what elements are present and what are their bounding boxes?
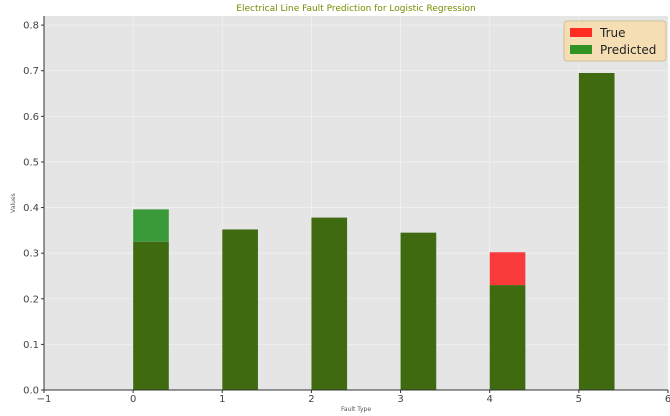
axes: −1 0 1 2 3 4 5 6 0.0 0.1 0.2 0.3 0.4 0.5 0.6 0.7 0.8 <box>23 16 670 405</box>
legend-label-predicted: Predicted <box>600 43 656 57</box>
bar-overlap-3 <box>400 232 437 390</box>
bar-overlap-4 <box>489 285 526 390</box>
bar-overlap-0 <box>133 241 169 390</box>
bar-overlap-2 <box>311 217 348 390</box>
legend-label-true: True <box>599 26 626 40</box>
y-tick-label: 0.8 <box>23 21 39 32</box>
bar-overlap-5 <box>578 73 615 390</box>
y-tick-label: 0.5 <box>23 157 39 168</box>
legend: True Predicted <box>563 20 667 62</box>
y-tick-label: 0.7 <box>23 66 39 77</box>
y-tick-label: 0.3 <box>23 249 39 260</box>
x-tick-label: 2 <box>308 394 314 405</box>
y-tick-label: 0.2 <box>23 294 39 305</box>
bars-group <box>133 73 615 390</box>
y-tick-label: 0.0 <box>23 386 39 397</box>
x-tick-label: 4 <box>487 394 493 405</box>
x-tick-label: 1 <box>219 394 225 405</box>
bar-true-4 <box>489 252 526 286</box>
bar-predicted-0 <box>133 209 169 242</box>
y-tick-label: 0.4 <box>23 203 39 214</box>
legend-swatch-true <box>570 28 592 37</box>
bar-overlap-1 <box>222 229 258 390</box>
legend-swatch-predicted <box>570 45 592 54</box>
x-tick-label: 3 <box>397 394 403 405</box>
x-tick-label: 0 <box>130 394 136 405</box>
x-tick-label: 5 <box>576 394 582 405</box>
y-axis-label: Values <box>10 193 17 213</box>
y-tick-label: 0.6 <box>23 112 39 123</box>
x-tick-label: −1 <box>37 394 52 405</box>
x-axis-label: Fault Type <box>341 406 371 413</box>
chart-title: Electrical Line Fault Prediction for Log… <box>236 4 475 14</box>
y-tick-label: 0.1 <box>23 340 39 351</box>
x-tick-label: 6 <box>665 394 670 405</box>
